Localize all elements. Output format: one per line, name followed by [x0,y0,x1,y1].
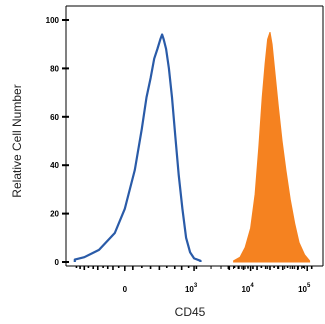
y-tick-label: 20 [50,210,59,219]
y-tick-label: 100 [46,16,60,25]
x-tick-label: 103 [185,283,198,294]
orange-histogram-1 [233,31,311,263]
x-axis-label: CD45 [175,305,206,319]
blue-histogram-0 [73,33,202,262]
y-axis-label: Relative Cell Number [10,84,24,197]
y-tick-label: 0 [55,258,60,267]
x-tick-label: 105 [298,283,311,294]
x-tick-label: 0 [123,285,128,294]
y-tick-label: 80 [50,64,59,73]
y-tick-label: 60 [50,113,59,122]
y-tick-label: 40 [50,161,59,170]
x-tick-label: 104 [241,283,254,294]
